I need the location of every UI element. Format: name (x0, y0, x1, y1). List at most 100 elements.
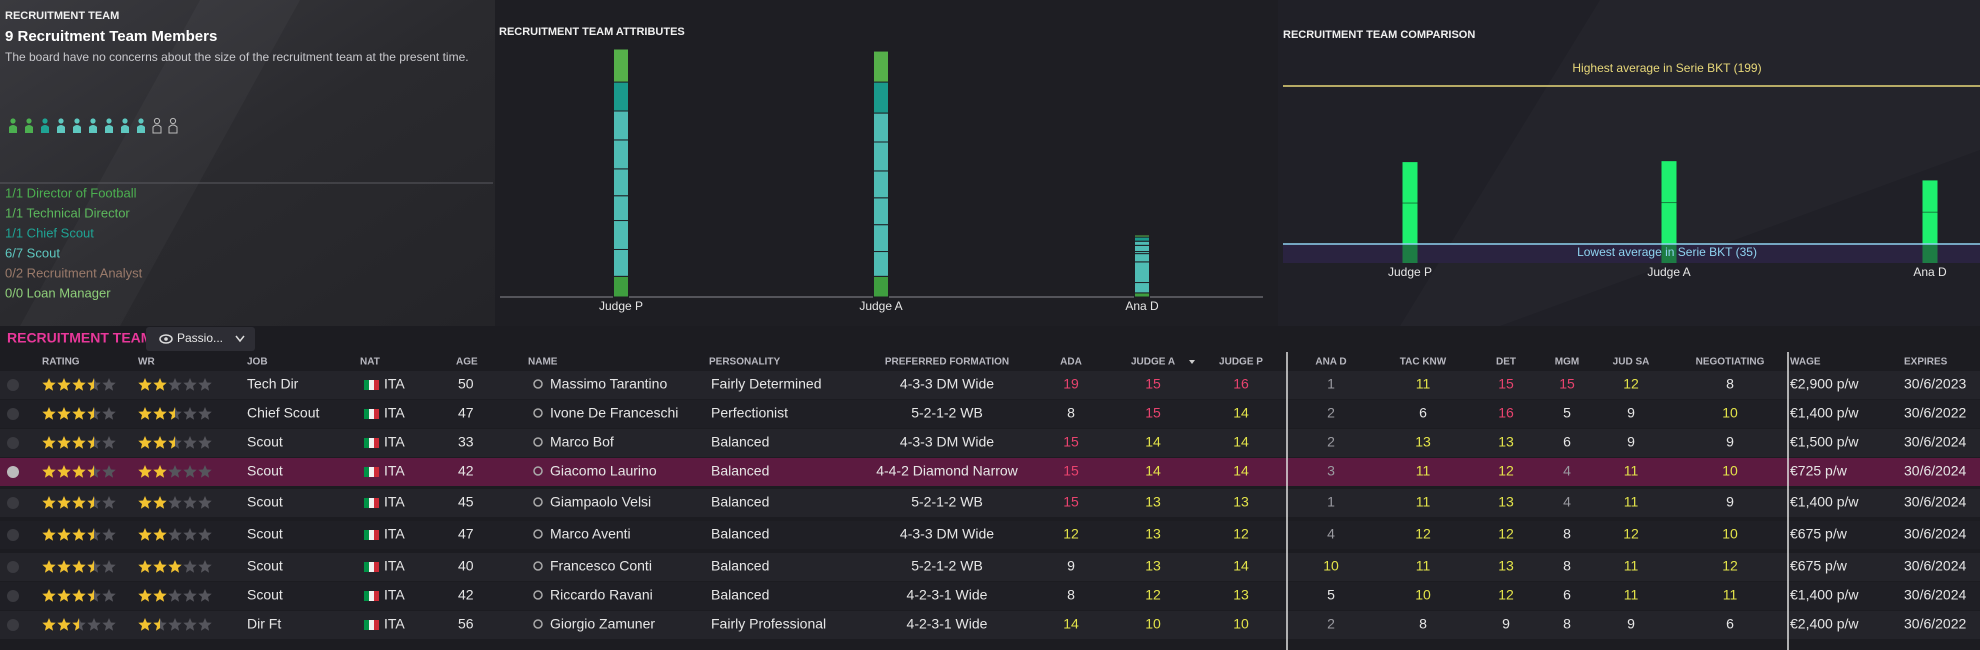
star (87, 560, 101, 573)
star (42, 589, 56, 602)
star (72, 560, 86, 573)
flag-red (374, 467, 379, 477)
star (72, 378, 86, 391)
name[interactable]: Marco Bof (550, 434, 614, 450)
flag-white (369, 438, 374, 448)
attribute-value: 8 (1563, 558, 1571, 574)
attribute-value: 5 (1563, 405, 1571, 421)
star (57, 496, 71, 509)
attribute-value: 13 (1145, 558, 1161, 574)
row-check[interactable] (7, 590, 19, 602)
column-header: PREFERRED FORMATION (885, 357, 1009, 368)
row-background[interactable] (0, 521, 1980, 549)
formation: 4-2-3-1 Wide (907, 616, 988, 632)
left-panel-background (0, 0, 495, 326)
name[interactable]: Francesco Conti (550, 558, 652, 574)
flag-green (364, 380, 369, 390)
column-header: RATING (42, 357, 80, 368)
dropdown-box[interactable] (146, 327, 255, 351)
row-check[interactable] (7, 497, 19, 509)
personality: Balanced (711, 463, 769, 479)
job: Scout (247, 558, 283, 574)
attribute-value: 4 (1563, 494, 1571, 510)
attribute-value: 9 (1726, 434, 1734, 450)
star-rating (42, 618, 116, 631)
row-check[interactable] (7, 437, 19, 449)
name[interactable]: Massimo Tarantino (550, 376, 667, 392)
column-header: NEGOTIATING (1696, 357, 1765, 368)
name[interactable]: Giacomo Laurino (550, 463, 657, 479)
dropdown-label[interactable]: Passio... (177, 331, 223, 345)
bar (1661, 161, 1677, 263)
row-background[interactable] (0, 611, 1980, 639)
star (168, 528, 182, 541)
wage: €1,400 p/w (1790, 587, 1859, 603)
member-icon-head (26, 118, 32, 124)
column-header: MGM (1555, 357, 1579, 368)
selected-row[interactable] (0, 458, 1980, 486)
row-check[interactable] (7, 466, 19, 478)
name[interactable]: Giampaolo Velsi (550, 494, 651, 510)
row-check[interactable] (7, 408, 19, 420)
flag-green (364, 620, 369, 630)
age: 40 (458, 558, 474, 574)
flag-white (369, 562, 374, 572)
chevron (235, 335, 245, 343)
star (153, 589, 167, 602)
row-check[interactable] (7, 529, 19, 541)
member-icon-body (152, 124, 162, 134)
name[interactable]: Giorgio Zamuner (550, 616, 655, 632)
attribute-value: 15 (1498, 376, 1514, 392)
flag-red (374, 562, 379, 572)
personality: Perfectionist (711, 405, 788, 421)
star-rating (138, 618, 212, 631)
flag-red (374, 380, 379, 390)
bar-segment (1134, 292, 1150, 298)
star (87, 378, 101, 391)
row-background[interactable] (0, 582, 1980, 610)
team-description: The board have no concerns about the siz… (5, 50, 469, 64)
star (198, 496, 212, 509)
name[interactable]: Riccardo Ravani (550, 587, 653, 603)
star (87, 589, 101, 602)
formation: 4-3-3 DM Wide (900, 376, 994, 392)
star-rating (42, 465, 116, 478)
row-background[interactable] (0, 429, 1980, 457)
attribute-value: 11 (1416, 376, 1431, 392)
row-background[interactable] (0, 553, 1980, 581)
job: Dir Ft (247, 616, 281, 632)
person-icon (533, 561, 543, 571)
row-check[interactable] (7, 379, 19, 391)
name[interactable]: Ivone De Franceschi (550, 405, 678, 421)
star (87, 436, 101, 449)
column-header: PERSONALITY (709, 357, 780, 368)
row-background[interactable] (0, 371, 1980, 399)
expires: 30/6/2024 (1904, 463, 1966, 479)
star (102, 465, 116, 478)
member-icon-head (153, 117, 161, 125)
nationality: ITA (384, 616, 405, 632)
job: Scout (247, 494, 283, 510)
age: 47 (458, 526, 474, 542)
star (102, 436, 116, 449)
personality: Fairly Determined (711, 376, 821, 392)
wage: €1,500 p/w (1790, 434, 1859, 450)
star (183, 465, 197, 478)
star (42, 618, 56, 631)
member-icon-body (168, 124, 178, 134)
star-rating (138, 407, 212, 420)
star (198, 378, 212, 391)
flag-green (364, 438, 369, 448)
age: 42 (458, 463, 474, 479)
attribute-value: 12 (1722, 558, 1738, 574)
row-background[interactable] (0, 400, 1980, 428)
attribute-value: 12 (1498, 526, 1514, 542)
bar-segment (613, 275, 629, 298)
attribute-value: 13 (1145, 494, 1161, 510)
row-check[interactable] (7, 561, 19, 573)
row-check[interactable] (7, 619, 19, 631)
row-background[interactable] (0, 489, 1980, 517)
view-dropdown[interactable]: Passio... (146, 327, 255, 351)
name[interactable]: Marco Aventi (550, 526, 631, 542)
member-icon-head (106, 118, 112, 124)
